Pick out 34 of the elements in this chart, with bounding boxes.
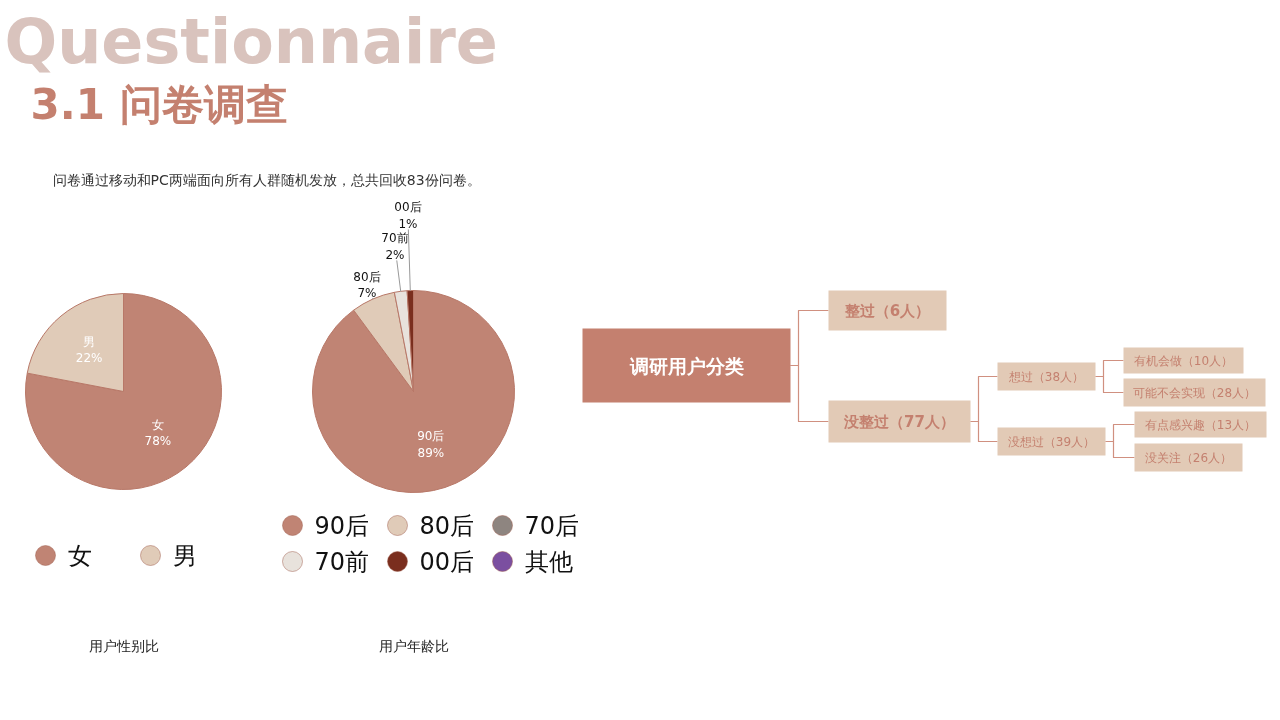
legend-label: 00后 xyxy=(419,547,475,576)
text: 用户年龄比 xyxy=(378,637,449,654)
slice-label: 00后 xyxy=(394,200,422,215)
text: 想过（38人） xyxy=(1007,369,1085,384)
legend-label: 90后 xyxy=(314,511,370,540)
text: 可能不会实现（28人） xyxy=(1132,385,1257,400)
legend-label: 70后 xyxy=(524,511,580,540)
legend-label: 70前 xyxy=(314,547,370,576)
text: 用户性别比 xyxy=(88,637,159,654)
text: 有机会做（10人） xyxy=(1133,353,1234,368)
text: Questionnaire xyxy=(4,4,498,78)
slice-label: 女 xyxy=(151,417,164,432)
slice-label: 70前 xyxy=(381,231,409,246)
data-label: 22% xyxy=(75,351,103,366)
text: 整过（6人） xyxy=(843,301,931,320)
legend-label: 女 xyxy=(67,541,92,570)
data-label: 7% xyxy=(357,286,377,301)
text: 问卷通过移动和PC两端面向所有人群随机发放，总共回收83份问卷。 xyxy=(52,171,481,188)
data-label: 2% xyxy=(385,247,405,262)
slice-label: 90后 xyxy=(417,428,445,443)
legend-label: 其他 xyxy=(524,547,573,576)
slice-label: 80后 xyxy=(353,269,381,284)
data-label: 89% xyxy=(417,445,445,460)
data-label: 1% xyxy=(398,216,418,231)
legend-label: 男 xyxy=(172,541,197,570)
legend-label: 80后 xyxy=(419,511,475,540)
text: 有点感兴趣（13人） xyxy=(1144,417,1257,432)
data-label: 78% xyxy=(144,434,172,449)
text: 3.1 问卷调查 xyxy=(30,80,288,129)
text: 调研用户分类 xyxy=(628,354,744,377)
text: 没整过（77人） xyxy=(843,412,955,431)
text: 没想过（39人） xyxy=(1007,434,1096,449)
text: 没关注（26人） xyxy=(1144,450,1233,465)
slice-label: 男 xyxy=(83,334,96,349)
